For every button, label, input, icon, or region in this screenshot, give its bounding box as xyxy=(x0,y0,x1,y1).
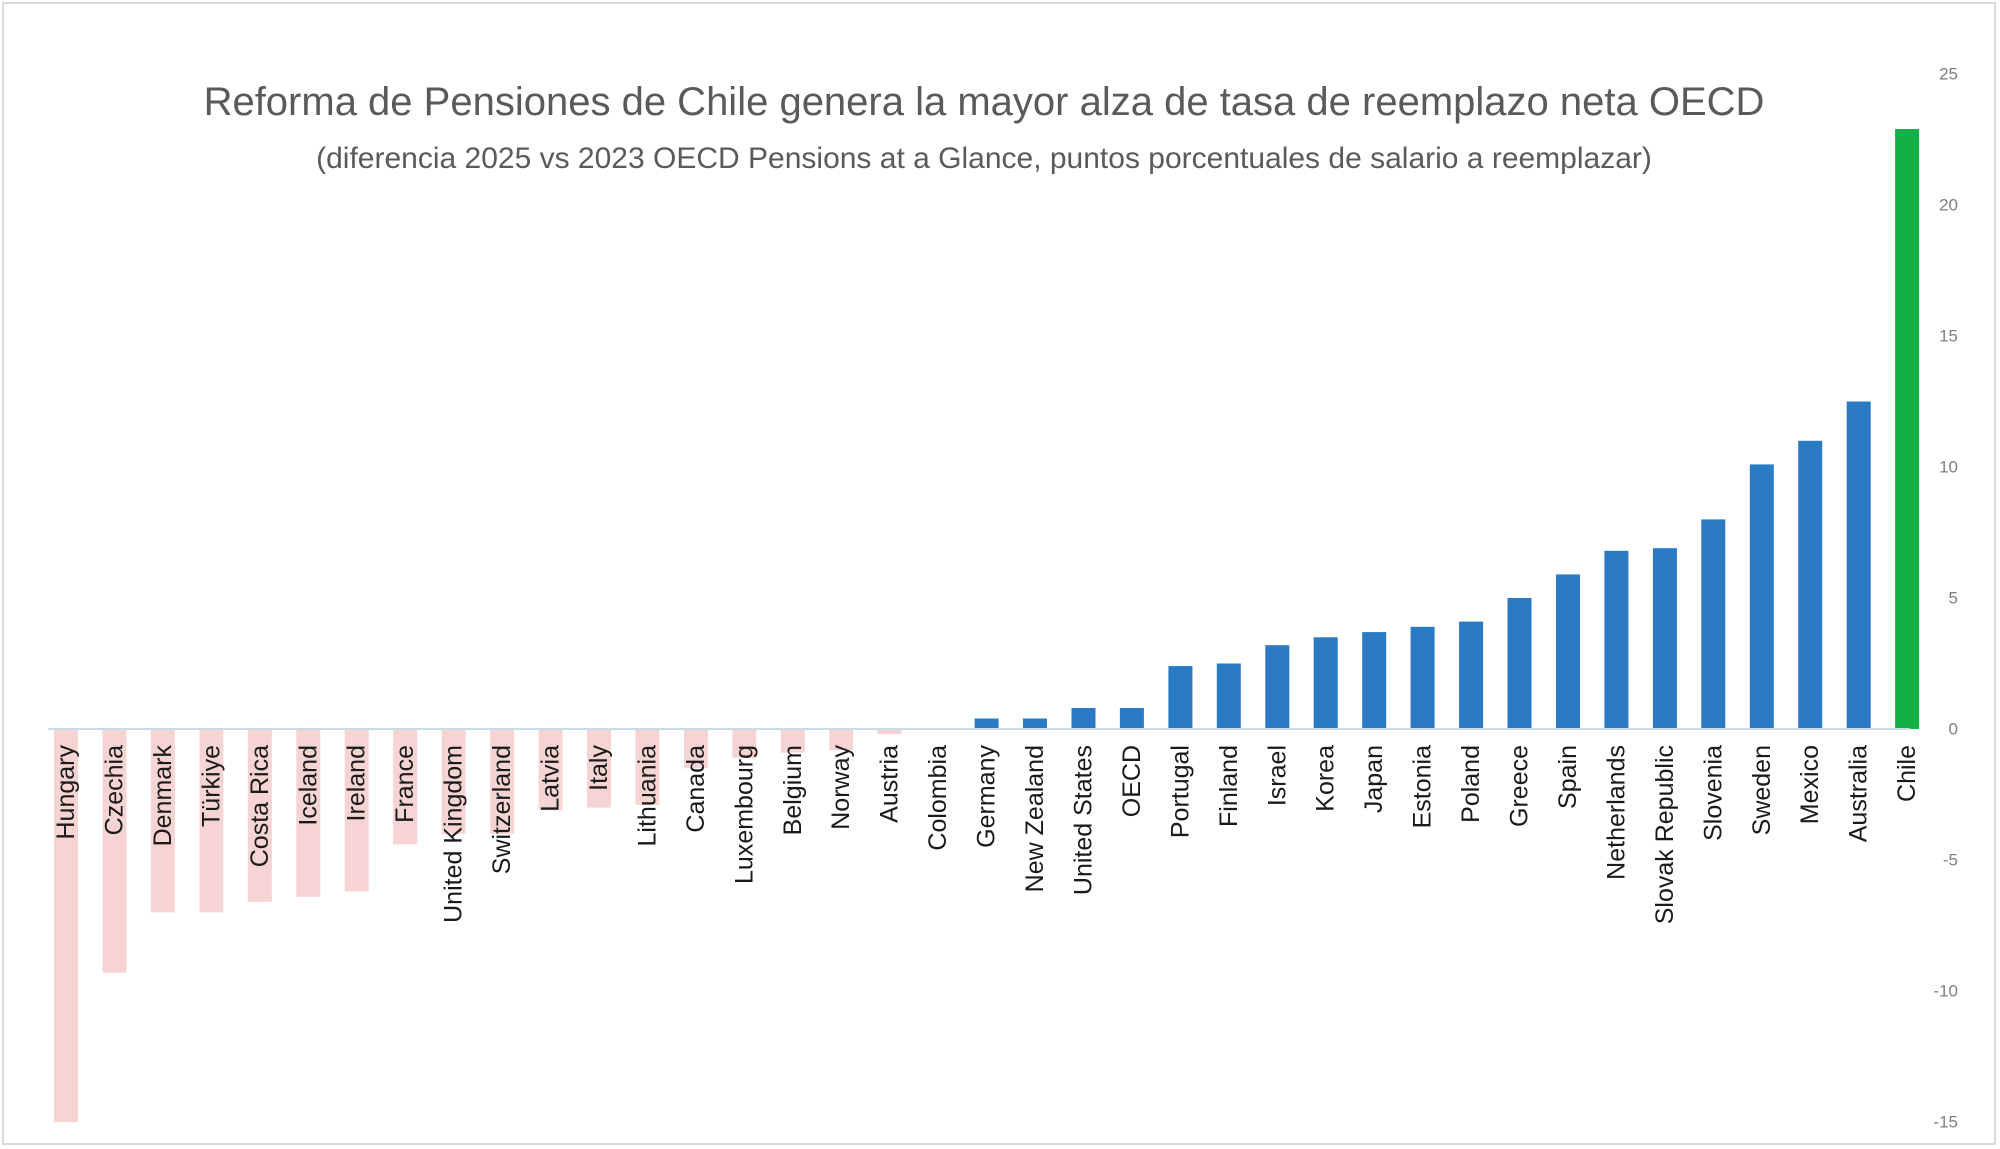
bar-denmark xyxy=(150,729,175,913)
bars-layer xyxy=(54,129,1920,1122)
category-label-lithuania: Lithuania xyxy=(633,745,661,847)
y-tick-label: 20 xyxy=(1939,196,1958,215)
y-tick-label: -15 xyxy=(1933,1113,1958,1132)
category-label-greece: Greece xyxy=(1506,745,1534,827)
category-label-korea: Korea xyxy=(1312,745,1340,812)
bar-germany xyxy=(974,718,999,729)
category-label-finland: Finland xyxy=(1215,745,1243,827)
bar-belgium xyxy=(780,729,805,753)
bar-korea xyxy=(1313,637,1338,729)
bar-mexico xyxy=(1798,440,1823,729)
bar-slovenia xyxy=(1701,519,1726,729)
category-label-denmark: Denmark xyxy=(149,745,177,847)
bar-lithuania xyxy=(635,729,660,805)
bar-netherlands xyxy=(1604,550,1629,729)
category-label-sweden: Sweden xyxy=(1748,745,1776,835)
category-label-israel: Israel xyxy=(1263,745,1291,806)
bar-iceland xyxy=(296,729,321,897)
category-label-united-kingdom: United Kingdom xyxy=(440,745,468,923)
category-label-france: France xyxy=(391,745,419,823)
bar-united-kingdom xyxy=(441,729,466,834)
bar-costa-rica xyxy=(247,729,272,902)
category-label-luxembourg: Luxembourg xyxy=(730,745,758,884)
bar-slovak-republic xyxy=(1652,548,1677,729)
y-tick-label: 5 xyxy=(1949,589,1958,608)
bar-japan xyxy=(1362,632,1387,729)
bar-greece xyxy=(1507,598,1532,729)
bar-australia xyxy=(1846,401,1871,729)
bar-italy xyxy=(587,729,611,808)
category-label-slovenia: Slovenia xyxy=(1699,745,1727,841)
category-label-chile: Chile xyxy=(1893,745,1921,802)
bar-hungary xyxy=(54,729,78,1122)
y-tick-label: 15 xyxy=(1939,327,1958,346)
bar-oecd xyxy=(1119,708,1144,729)
y-tick-label: 10 xyxy=(1939,458,1958,477)
y-axis-ticks-layer: 25 20 15 10 5 0 -5 -10 -15 xyxy=(1933,65,1958,1132)
category-label-portugal: Portugal xyxy=(1166,745,1194,838)
category-label-germany: Germany xyxy=(973,745,1001,848)
category-label-ireland: Ireland xyxy=(343,745,371,821)
bar-switzerland xyxy=(490,729,515,834)
category-label-costa-rica: Costa Rica xyxy=(246,745,274,867)
category-label-netherlands: Netherlands xyxy=(1602,745,1630,880)
category-label-poland: Poland xyxy=(1457,745,1485,823)
bar-norway xyxy=(829,729,854,750)
category-label-austria: Austria xyxy=(876,745,904,823)
category-label-latvia: Latvia xyxy=(537,745,565,812)
y-tick-label: -5 xyxy=(1943,851,1958,870)
bar-sweden xyxy=(1749,464,1774,729)
category-label-mexico: Mexico xyxy=(1796,745,1824,824)
category-label-iceland: Iceland xyxy=(294,745,322,826)
bar-finland xyxy=(1216,663,1241,729)
category-label-spain: Spain xyxy=(1554,745,1582,809)
y-tick-label: -10 xyxy=(1933,982,1958,1001)
bar-chart: Hungary Czechia Denmark Türkiye Costa Rica Ic… xyxy=(48,65,1958,1132)
category-label-czechia: Czechia xyxy=(101,745,129,835)
bar-chile xyxy=(1895,129,1920,729)
category-label-colombia: Colombia xyxy=(924,745,952,851)
bar-poland xyxy=(1459,621,1484,729)
bar-spain xyxy=(1556,574,1580,729)
bar-portugal xyxy=(1168,666,1193,729)
bar-latvia xyxy=(538,729,563,811)
bar-canada xyxy=(683,729,708,769)
category-label-hungary: Hungary xyxy=(52,745,80,840)
chart-subtitle: (diferencia 2025 vs 2023 OECD Pensions a… xyxy=(316,142,1652,175)
bar-czechia xyxy=(102,729,127,973)
bar-estonia xyxy=(1410,626,1435,729)
chart-title: Reforma de Pensiones de Chile genera la … xyxy=(203,80,1765,124)
category-label-canada: Canada xyxy=(682,745,710,833)
category-label-italy: Italy xyxy=(585,745,613,791)
category-labels-layer: Hungary Czechia Denmark Türkiye Costa Rica Ic… xyxy=(52,745,1921,925)
category-label-japan: Japan xyxy=(1360,745,1388,813)
bar-turkiye xyxy=(199,729,224,913)
category-label-norway: Norway xyxy=(827,745,855,830)
category-label-australia: Australia xyxy=(1845,745,1873,842)
bar-austria xyxy=(877,729,902,735)
bar-luxembourg xyxy=(732,729,757,758)
bar-france xyxy=(393,729,418,845)
bar-new-zealand xyxy=(1023,718,1047,729)
category-label-oecd: OECD xyxy=(1118,745,1146,817)
category-label-united-states: United States xyxy=(1070,745,1098,895)
category-label-belgium: Belgium xyxy=(779,745,807,835)
y-tick-label: 0 xyxy=(1949,720,1958,739)
y-tick-label: 25 xyxy=(1939,65,1958,84)
category-label-estonia: Estonia xyxy=(1409,745,1437,828)
category-label-turkiye: Türkiye xyxy=(197,745,225,827)
bar-israel xyxy=(1265,645,1290,729)
bar-united-states xyxy=(1071,708,1096,729)
category-label-slovak-republic: Slovak Republic xyxy=(1651,745,1679,924)
category-label-switzerland: Switzerland xyxy=(488,745,516,874)
category-label-new-zealand: New Zealand xyxy=(1021,745,1049,892)
bar-ireland xyxy=(344,729,369,892)
